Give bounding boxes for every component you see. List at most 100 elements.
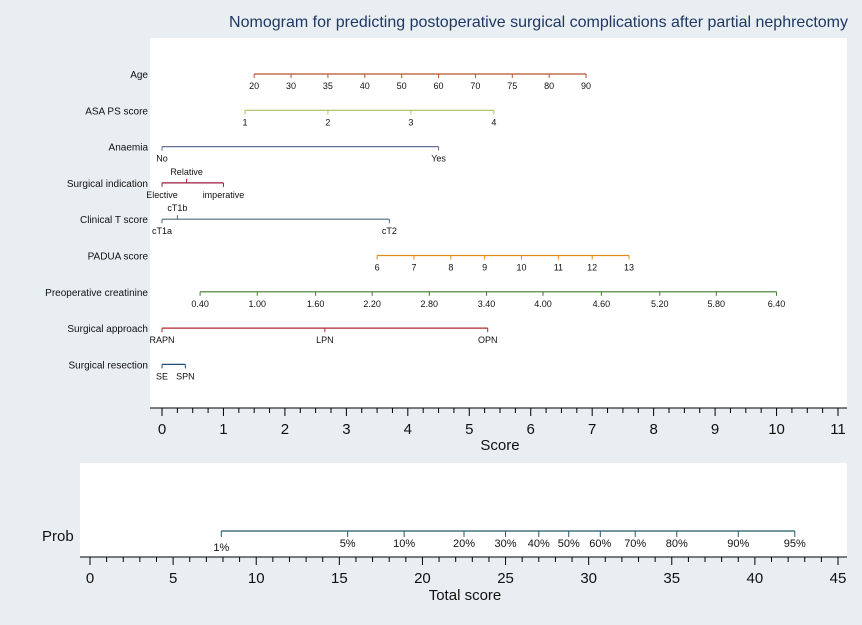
total-axis-title: Total score xyxy=(429,587,502,604)
variable-point-label: 2.80 xyxy=(421,299,439,309)
prob-point-label: 40% xyxy=(528,538,550,550)
variable-point-label: 3.40 xyxy=(478,299,496,309)
total-tick-label: 15 xyxy=(331,570,348,587)
variable-point-label: cT1a xyxy=(152,226,172,236)
prob-point-label: 20% xyxy=(453,538,475,550)
variable-point-label: Yes xyxy=(431,154,446,164)
variable-label: ASA PS score xyxy=(85,106,148,117)
variable-point-label: 2.20 xyxy=(363,299,381,309)
total-tick-label: 5 xyxy=(169,570,177,587)
prob-point-label: 80% xyxy=(666,538,688,550)
prob-point-label: 1% xyxy=(213,542,229,554)
variable-point-label: 90 xyxy=(581,81,591,91)
score-tick-label: 6 xyxy=(527,421,535,438)
score-axis: 0 1 2 3 4 5 6 7 8 9 10 11 Score xyxy=(150,407,847,454)
score-tick-label: 4 xyxy=(404,421,412,438)
prob-point-label: 5% xyxy=(340,538,356,550)
variable-point-label: imperative xyxy=(203,190,245,200)
variable-point-label: 10 xyxy=(517,263,527,273)
upper-plot-panel xyxy=(150,38,847,408)
score-axis-title: Score xyxy=(480,437,519,454)
prob-point-label: 95% xyxy=(784,538,806,550)
total-tick-label: 40 xyxy=(747,570,764,587)
total-tick-label: 0 xyxy=(86,570,94,587)
variable-point-label: RAPN xyxy=(149,335,174,345)
total-tick-label: 20 xyxy=(414,570,431,587)
variable-label: Surgical resection xyxy=(69,360,148,371)
total-tick-label: 30 xyxy=(580,570,597,587)
variable-point-label: Relative xyxy=(170,167,203,177)
variable-point-label: OPN xyxy=(478,335,498,345)
score-tick-label: 8 xyxy=(649,421,657,438)
variable-point-label: No xyxy=(156,154,168,164)
variable-point-label: 4.00 xyxy=(534,299,552,309)
variable-label: Preoperative creatinine xyxy=(45,288,148,299)
variable-point-label: Elective xyxy=(146,190,178,200)
prob-point-label: 10% xyxy=(393,538,415,550)
prob-point-label: 70% xyxy=(624,538,646,550)
variable-point-label: cT2 xyxy=(382,226,397,236)
variable-point-label: 50 xyxy=(397,81,407,91)
variable-point-label: 40 xyxy=(360,81,370,91)
variable-point-label: 30 xyxy=(286,81,296,91)
score-tick-label: 10 xyxy=(768,421,785,438)
prob-point-label: 60% xyxy=(589,538,611,550)
variable-point-label: 13 xyxy=(624,263,634,273)
variable-label: PADUA score xyxy=(88,252,149,263)
variable-point-label: 8 xyxy=(448,263,453,273)
variable-point-label: 5.80 xyxy=(708,299,726,309)
variable-point-label: 35 xyxy=(323,81,333,91)
variable-point-label: 12 xyxy=(587,263,597,273)
score-tick-label: 3 xyxy=(342,421,350,438)
total-tick-label: 45 xyxy=(830,570,847,587)
variable-point-label: 1.60 xyxy=(307,299,325,309)
variable-label: Clinical T score xyxy=(80,215,148,226)
variable-label: Surgical indication xyxy=(67,179,148,190)
variable-point-label: 80 xyxy=(544,81,554,91)
variable-point-label: 1 xyxy=(242,117,247,127)
variable-point-label: 20 xyxy=(249,81,259,91)
variable-point-label: 0.40 xyxy=(191,299,209,309)
score-tick-label: 1 xyxy=(219,421,227,438)
variable-point-label: 4.60 xyxy=(593,299,611,309)
variable-point-label: 4 xyxy=(491,117,496,127)
variable-point-label: 1.00 xyxy=(248,299,266,309)
score-tick-label: 0 xyxy=(158,421,166,438)
probability-row: Prob 1% 5% 10% 20% 30% 40% 50% 60% 70% 80% 90% 95% xyxy=(42,528,806,554)
score-tick-label: 2 xyxy=(281,421,289,438)
total-score-axis: 0 5 10 15 20 25 30 35 40 45 Total score xyxy=(80,556,847,604)
score-tick-label: 7 xyxy=(588,421,596,438)
prob-label: Prob xyxy=(42,528,74,545)
variable-point-label: 70 xyxy=(470,81,480,91)
variable-point-label: SE xyxy=(156,371,168,381)
variable-point-label: 7 xyxy=(411,263,416,273)
variable-point-label: LPN xyxy=(316,335,334,345)
variable-point-label: 11 xyxy=(554,263,563,273)
score-tick-label: 5 xyxy=(465,421,473,438)
variable-label: Anaemia xyxy=(109,143,149,154)
score-tick-label: 9 xyxy=(711,421,719,438)
variable-point-label: 3 xyxy=(408,117,413,127)
variable-label: Surgical approach xyxy=(67,324,148,335)
variable-point-label: 60 xyxy=(434,81,444,91)
variable-point-label: 75 xyxy=(507,81,517,91)
variable-point-label: 5.20 xyxy=(651,299,669,309)
variable-label: Age xyxy=(130,70,148,81)
prob-point-label: 50% xyxy=(558,538,580,550)
variable-point-label: 2 xyxy=(325,117,330,127)
total-tick-label: 25 xyxy=(497,570,514,587)
total-tick-label: 35 xyxy=(663,570,680,587)
variable-point-label: 9 xyxy=(482,263,487,273)
total-tick-label: 10 xyxy=(248,570,265,587)
lower-plot-panel xyxy=(80,463,847,557)
prob-point-label: 90% xyxy=(727,538,749,550)
variable-point-label: 6.40 xyxy=(768,299,786,309)
prob-point-label: 30% xyxy=(495,538,517,550)
chart-title: Nomogram for predicting postoperative su… xyxy=(229,14,848,31)
variable-point-label: cT1b xyxy=(167,203,187,213)
variable-point-label: 6 xyxy=(375,263,380,273)
score-tick-label: 11 xyxy=(830,421,846,438)
variable-point-label: SPN xyxy=(176,371,195,381)
